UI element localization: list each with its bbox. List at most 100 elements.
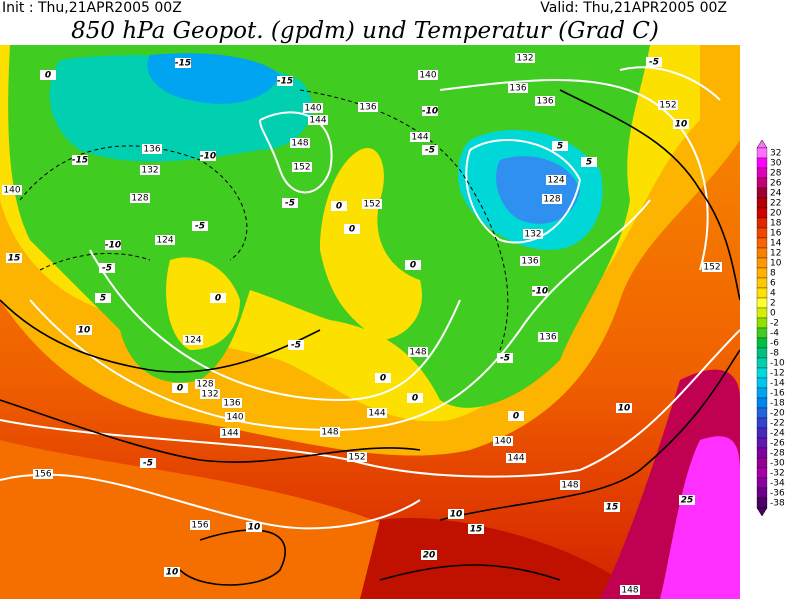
label-box <box>72 155 88 165</box>
label-box <box>421 550 437 560</box>
label-box <box>673 119 689 129</box>
colorbar-tick-label: -30 <box>770 459 785 469</box>
colorbar-tick-label: -16 <box>770 389 785 399</box>
colorbar-swatch <box>756 257 768 269</box>
colorbar-tick-label: -22 <box>770 419 785 429</box>
cold-core <box>496 156 580 224</box>
label-box <box>422 106 438 116</box>
colorbar-tick-label: 24 <box>770 189 782 199</box>
colorbar-tick-label: 2 <box>770 299 776 309</box>
label-box <box>362 199 382 209</box>
label-box <box>155 235 175 245</box>
label-box <box>410 132 430 142</box>
geopotential-label: 124 <box>547 176 564 186</box>
geopotential-label: 136 <box>539 333 556 343</box>
geopotential-label: 148 <box>561 481 578 491</box>
colorbar-tick-label: 10 <box>770 259 782 269</box>
label-box <box>375 373 391 383</box>
geopotential-label: 128 <box>543 195 560 205</box>
label-box <box>288 340 304 350</box>
colorbar-tick-label: -32 <box>770 469 785 479</box>
temperature-label: 0 <box>177 384 183 394</box>
temperature-label: 0 <box>336 202 342 212</box>
label-box <box>497 353 513 363</box>
colorbar-tick-label: 26 <box>770 179 782 189</box>
label-box <box>175 58 191 68</box>
temperature-label: -10 <box>532 287 548 297</box>
temperature-label: 10 <box>618 404 631 414</box>
label-box <box>6 253 22 263</box>
colorbar-swatch <box>756 147 768 159</box>
colorbar-tick-label: 32 <box>770 149 781 159</box>
colorbar-swatch <box>756 377 768 389</box>
label-box <box>99 263 115 273</box>
colorbar-swatch <box>756 187 768 199</box>
temperature-label: -10 <box>422 107 438 117</box>
colorbar-tick-label: -14 <box>770 379 785 389</box>
colorbar-tick-label: 0 <box>770 309 776 319</box>
colorbar-swatch <box>756 417 768 429</box>
label-box <box>658 100 678 110</box>
geopotential-label: 136 <box>521 257 538 267</box>
temperature-label: -5 <box>195 222 205 232</box>
temperature-label: -5 <box>500 354 510 364</box>
temperature-label: -5 <box>649 58 659 68</box>
label-box <box>192 221 208 231</box>
geopotential-label: 152 <box>293 163 310 173</box>
label-box <box>532 286 548 296</box>
geopotential-label: 140 <box>304 104 321 114</box>
temperature-label: 0 <box>513 412 519 422</box>
colorbar-tick-label: 28 <box>770 169 782 179</box>
colorbar-swatch <box>756 337 768 349</box>
label-box <box>142 144 162 154</box>
geopotential-label: 148 <box>321 428 338 438</box>
init-time: Init : Thu,21APR2005 00Z <box>2 0 182 16</box>
temperature-label: -10 <box>200 152 216 162</box>
label-box <box>95 293 111 303</box>
geopotential-label: 136 <box>509 84 526 94</box>
label-box <box>581 157 597 167</box>
label-box <box>200 151 216 161</box>
temperature-label: 15 <box>8 254 21 264</box>
colorbar-swatch <box>756 407 768 419</box>
geopotential-label: 128 <box>131 194 148 204</box>
label-box <box>344 224 360 234</box>
cold-temperature-contours <box>19 89 509 351</box>
colorbar-swatch <box>756 467 768 479</box>
geopotential-label: 144 <box>309 116 326 126</box>
geopotential-label: 128 <box>196 380 213 390</box>
colorbar-tick-label: -24 <box>770 429 785 439</box>
label-box <box>130 193 150 203</box>
temperature-label: 0 <box>45 71 51 81</box>
label-box <box>140 165 160 175</box>
label-box <box>468 524 484 534</box>
colorbar-swatch <box>756 447 768 459</box>
colorbar-tick-label: -2 <box>770 319 779 329</box>
colorbar-tick-label: -20 <box>770 409 785 419</box>
colorbar-tick-label: 18 <box>770 219 782 229</box>
colorbar-swatch <box>756 457 768 469</box>
geopotential-label: 132 <box>141 166 158 176</box>
colorbar-tick-label: -36 <box>770 489 785 499</box>
colorbar-swatch <box>756 167 768 179</box>
hottest-region <box>660 436 740 599</box>
temperature-label: 15 <box>606 503 619 513</box>
label-box <box>418 70 438 80</box>
label-box <box>303 103 323 113</box>
label-box <box>679 495 695 505</box>
label-box <box>604 502 620 512</box>
colorbar-swatch <box>756 267 768 279</box>
geopotential-label: 152 <box>703 263 720 273</box>
label-box <box>292 162 312 172</box>
mild-pocket <box>320 148 422 340</box>
colorbar-swatch <box>756 277 768 289</box>
colorbar-swatch <box>756 487 768 499</box>
colorbar-tick-label: -4 <box>770 329 779 339</box>
geopotential-label: 144 <box>368 409 385 419</box>
geopotential-contours <box>0 66 740 530</box>
geopotential-label: 148 <box>621 586 638 596</box>
label-box <box>200 389 220 399</box>
mild-pocket <box>166 257 240 350</box>
label-box <box>277 76 293 86</box>
